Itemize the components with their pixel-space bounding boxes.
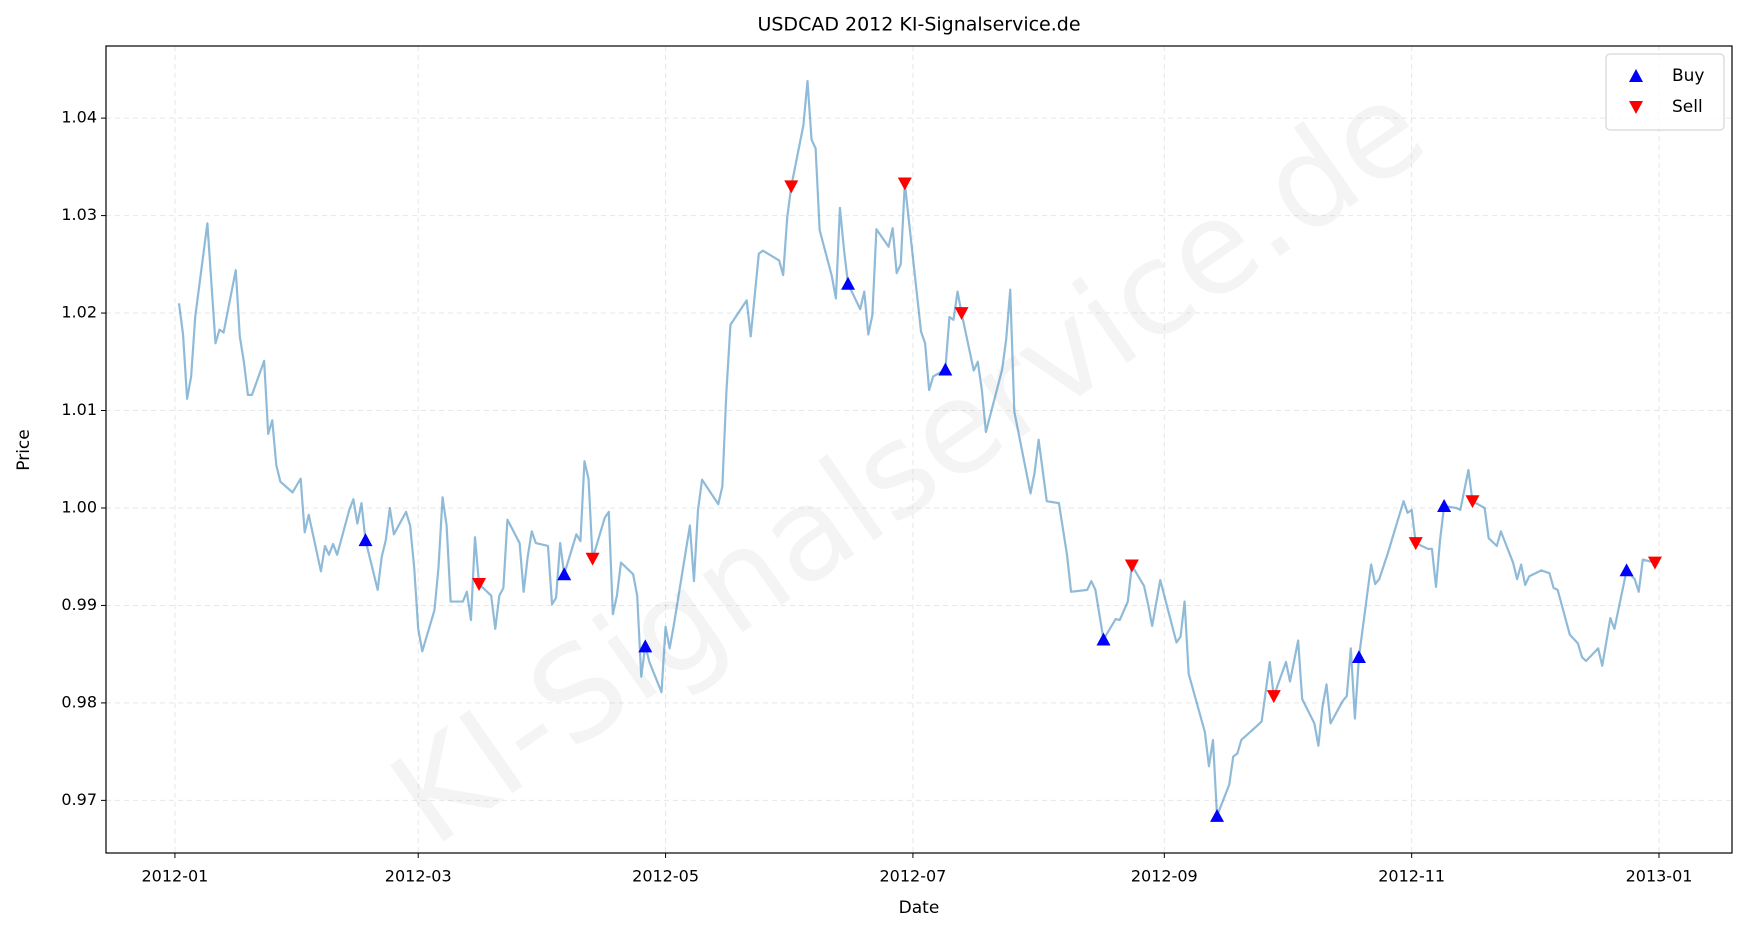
x-tick-label: 2012-01 [142,867,209,886]
sell-marker [1465,495,1480,509]
y-tick-label: 0.98 [61,692,97,711]
plot-frame [105,45,1733,854]
y-tick-label: 1.03 [61,205,97,224]
legend-marker [1629,101,1643,114]
y-axis-label: Price [14,429,34,470]
legend-label: Buy [1672,66,1705,86]
legend-marker [1629,69,1643,82]
x-tick-label: 2012-07 [879,867,946,886]
x-tick-label: 2012-09 [1131,867,1198,886]
sell-marker [585,552,600,566]
legend-box [1605,53,1725,131]
x-tick-label: 2013-01 [1626,867,1693,886]
y-tick-label: 1.04 [61,108,97,127]
chart-title: USDCAD 2012 KI-Signalservice.de [757,14,1080,36]
y-tick-label: 1.00 [61,497,97,516]
sell-marker [472,578,487,591]
buy-marker [841,276,856,290]
x-axis-label: Date [899,898,940,918]
sell-marker [897,177,912,191]
x-tick-label: 2012-03 [385,867,452,886]
buy-marker [938,362,953,376]
y-tick-label: 1.01 [61,400,97,419]
sell-marker [1647,556,1662,570]
sell-marker [1124,559,1139,573]
y-tick-label: 0.97 [61,790,97,809]
sell-marker [954,307,969,321]
sell-marker [1408,537,1423,551]
legend-label: Sell [1672,97,1703,117]
sell-marker [1266,690,1281,704]
buy-marker [1351,650,1366,664]
buy-marker [358,533,373,547]
buy-marker [1210,808,1225,822]
buy-marker [557,567,572,581]
y-tick-label: 1.02 [61,303,97,322]
buy-marker [1437,499,1452,512]
buy-marker [638,639,653,653]
buy-marker [1619,563,1634,577]
x-tick-label: 2012-05 [632,867,699,886]
x-tick-label: 2012-11 [1378,867,1445,886]
buy-marker [1096,632,1111,646]
y-tick-label: 0.99 [61,595,97,614]
sell-marker [784,180,799,194]
price-line [177,79,1656,818]
